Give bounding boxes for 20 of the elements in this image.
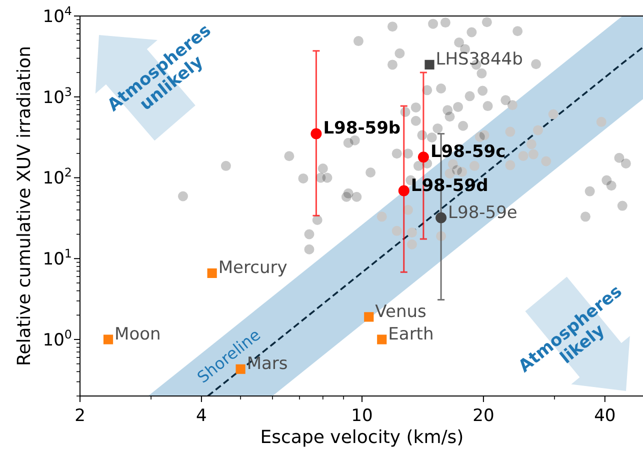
x-tick-label: 4	[196, 406, 207, 426]
x-tick-label: 2	[74, 406, 86, 426]
x-axis-title: Escape velocity (km/s)	[260, 427, 464, 448]
series-label: LHS3844b	[436, 50, 523, 70]
y-tick-label: 10$^{1}$	[42, 246, 72, 270]
y-tick-label: 10$^{0}$	[42, 327, 72, 350]
x-tick-label: 40	[594, 406, 616, 426]
series-label: Venus	[375, 302, 426, 322]
series-label: L98-59e	[448, 202, 518, 223]
y-tick-label: 10$^{3}$	[42, 84, 72, 108]
series-label: Earth	[388, 324, 434, 344]
series-label: L98-59c	[430, 142, 506, 162]
x-tick-label: 20	[472, 406, 494, 426]
y-tick-label: 10$^{2}$	[42, 166, 72, 189]
y-tick-label: 10$^{4}$	[42, 4, 72, 27]
y-axis-title: Relative cumulative XUV irradiation	[14, 46, 35, 366]
series-label: Mercury	[218, 258, 288, 278]
x-tick-label: 10	[351, 406, 373, 426]
series-label: L98-59b	[323, 118, 401, 139]
series-label: Moon	[114, 324, 161, 344]
